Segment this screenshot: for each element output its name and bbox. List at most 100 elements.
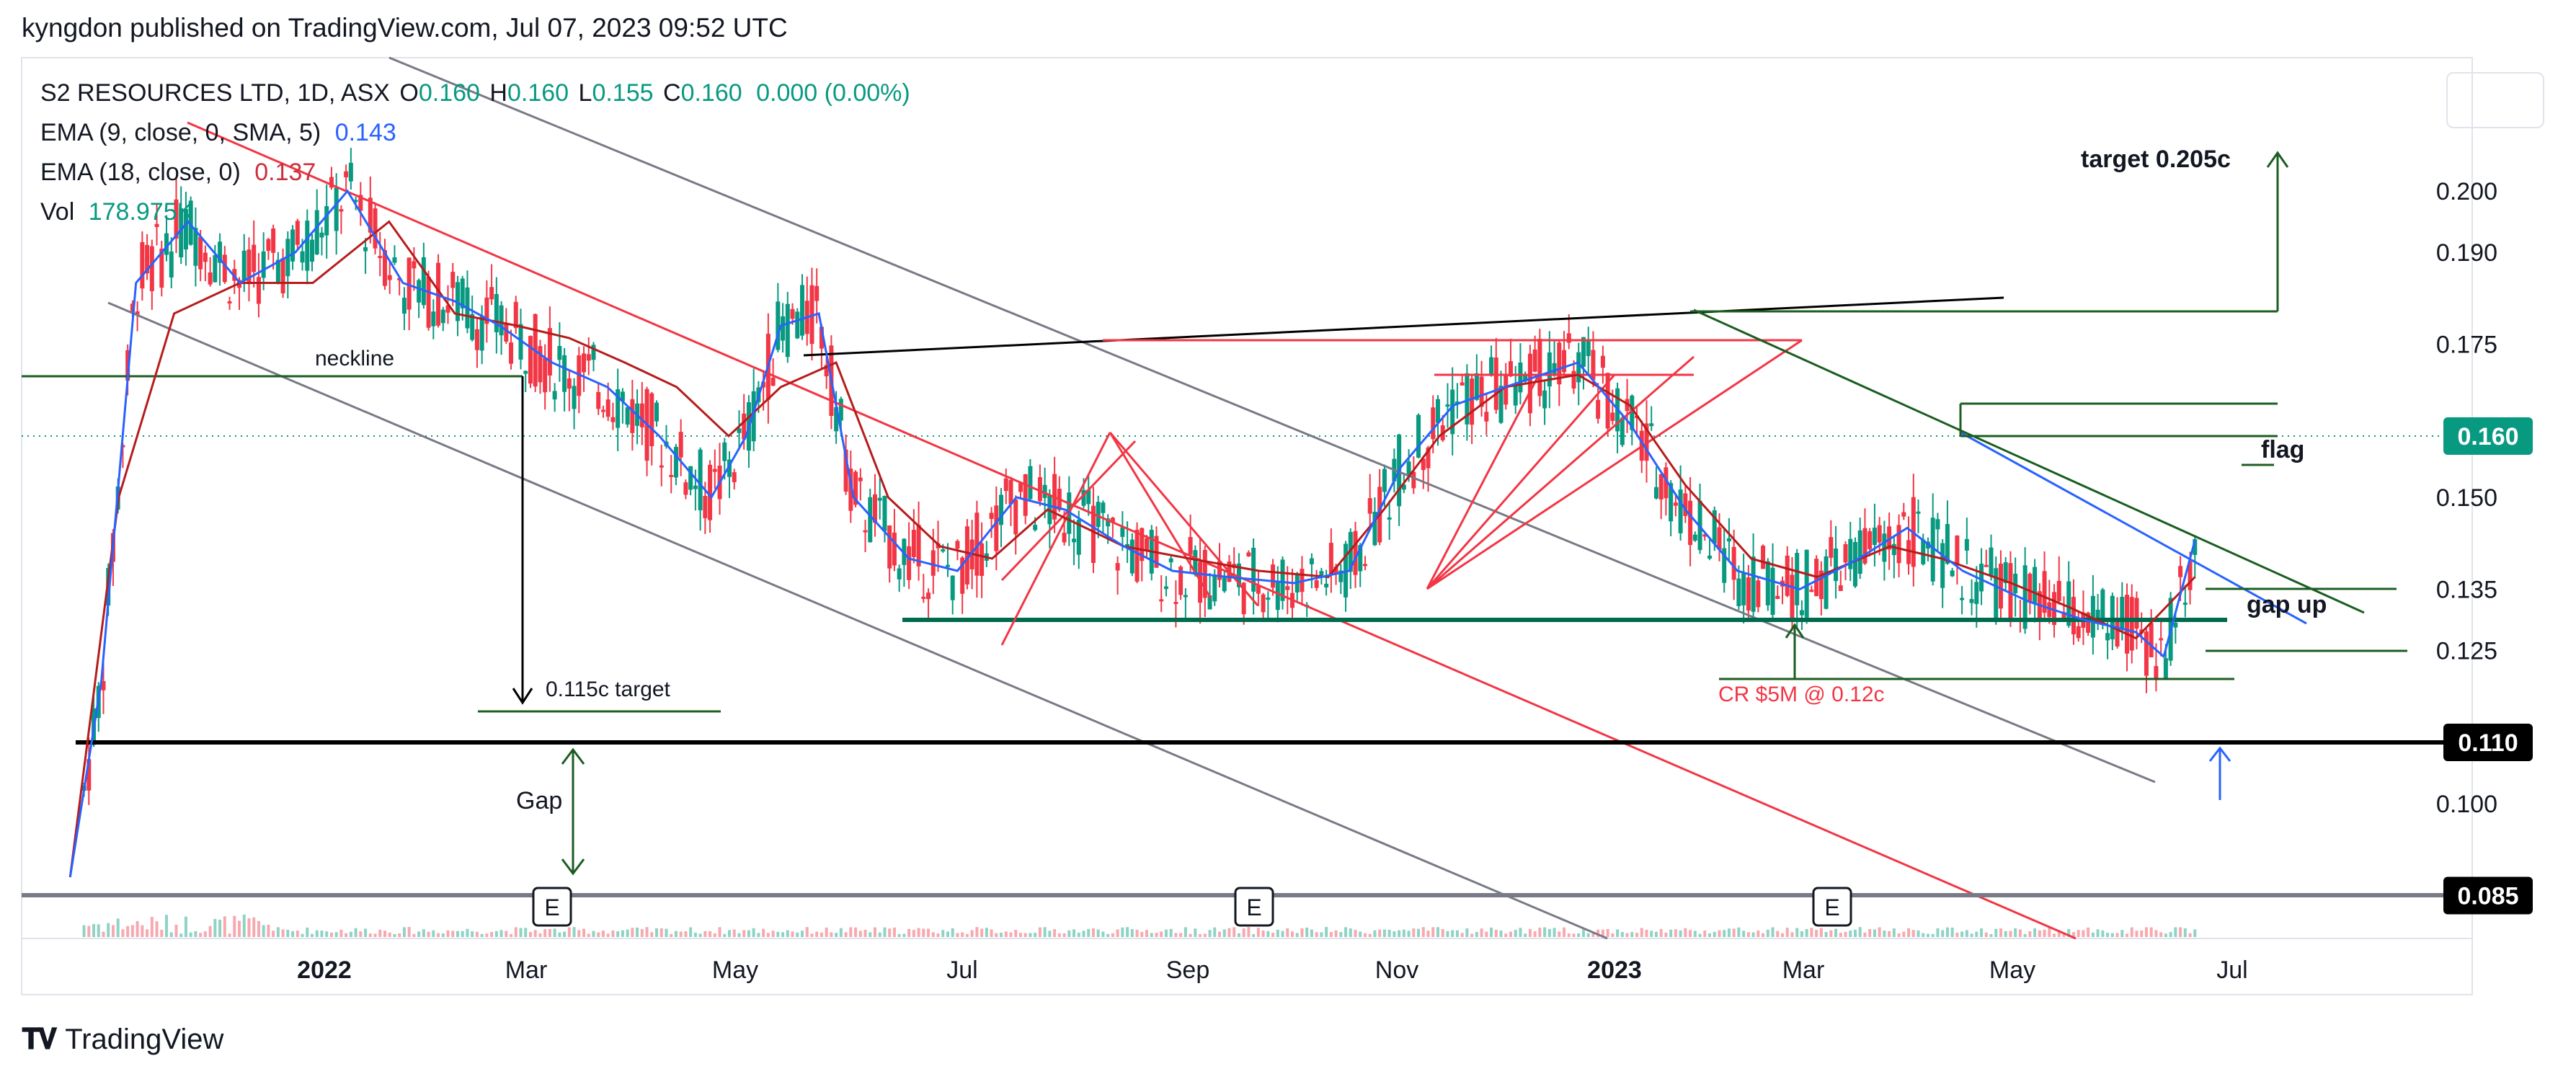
volume-bar (1402, 929, 1405, 937)
volume-bar (1897, 933, 1901, 937)
chart-settings-box[interactable] (2446, 72, 2544, 128)
candle-body (605, 399, 610, 417)
volume-bar (572, 927, 576, 937)
volume-bar (670, 933, 673, 937)
volume-bar (480, 933, 484, 937)
volume-bar (684, 931, 688, 937)
candle-body (1493, 358, 1498, 410)
candle-body (639, 403, 644, 427)
volume-bar (946, 931, 949, 937)
volume-bar (2071, 932, 2075, 937)
volume-bar (524, 928, 528, 937)
volume-bar (1363, 933, 1367, 937)
volume-bar (1504, 933, 1508, 937)
volume-bar (912, 930, 915, 937)
candle-body (1367, 498, 1372, 514)
volume-bar (936, 933, 940, 937)
volume-bar (776, 931, 780, 937)
volume-bar (126, 925, 130, 937)
volume-bar (1305, 927, 1309, 937)
volume-bar (1455, 930, 1459, 937)
volume-bar (1659, 928, 1663, 937)
candle-body (1484, 412, 1489, 422)
volume-bar (194, 931, 197, 937)
price-tick-label: 0.100 (2436, 791, 2497, 818)
volume-bar (1446, 931, 1449, 937)
candle-body (1401, 484, 1406, 490)
candle-body (1193, 550, 1198, 575)
candle-body (179, 208, 184, 258)
volume-bar (199, 933, 203, 937)
candle-body (1426, 447, 1431, 469)
earnings-marker-2[interactable]: E (1234, 887, 1274, 927)
candle-body (1610, 412, 1615, 421)
candle-body (130, 303, 135, 312)
volume-bar (1785, 928, 1789, 937)
candle-body (974, 512, 980, 576)
candle-body (1387, 517, 1392, 520)
candle-body (479, 316, 484, 351)
volume-bar (1528, 928, 1532, 937)
volume-bar (698, 933, 702, 937)
candle-body (169, 252, 174, 277)
candle-body (761, 381, 766, 388)
volume-bar (2057, 930, 2061, 937)
target-205-label: target 0.205c (2081, 146, 2231, 173)
candle-body (582, 353, 587, 373)
candle-body (547, 328, 552, 376)
candle-body (1848, 538, 1853, 569)
volume-bar (1218, 931, 1222, 937)
candle-body (732, 472, 737, 482)
candle-body (440, 309, 445, 324)
volume-bar (1174, 933, 1178, 937)
volume-bar (567, 927, 571, 937)
candle-body (1106, 518, 1111, 527)
candle-body (586, 354, 591, 361)
candle-body (945, 564, 950, 567)
candle-body (1722, 548, 1727, 583)
earnings-marker-1[interactable]: E (532, 887, 572, 927)
volume-bar (1199, 933, 1202, 937)
volume-bar (820, 932, 823, 937)
candle-body (1460, 382, 1465, 386)
volume-bar (1980, 928, 1984, 937)
candle-body (1037, 476, 1042, 502)
volume-bar (345, 933, 348, 937)
candle-body (2033, 567, 2038, 603)
tv-brand-text: TradingView (65, 1024, 224, 1055)
candle-body (300, 251, 305, 263)
candle-body (1086, 489, 1091, 505)
candle-body (1843, 544, 1848, 563)
candle-body (863, 530, 868, 533)
candle-body (484, 297, 489, 324)
volume-bar (412, 933, 416, 937)
volume-bar (2038, 930, 2041, 937)
candle-body (431, 311, 436, 327)
candle-body (489, 287, 494, 300)
candle-body (1857, 530, 1862, 574)
svg-text:E: E (1246, 894, 1261, 920)
tradingview-logo[interactable]: 𝐓𝐕 TradingView (22, 1024, 223, 1056)
candle-body (1076, 520, 1081, 555)
candle-body (1062, 533, 1067, 543)
volume-bar (2120, 930, 2124, 937)
legend-ema18-row: EMA (18, close, 0) 0.137 (40, 159, 316, 186)
volume-bar (130, 925, 134, 937)
candle-body (610, 417, 616, 422)
candle-body (523, 370, 528, 374)
volume-bar (1931, 933, 1935, 937)
earnings-marker-3[interactable]: E (1812, 887, 1852, 927)
volume-bar (272, 931, 275, 937)
volume-bar (577, 930, 581, 937)
time-tick-label: Jul (946, 956, 977, 984)
time-tick-label: May (1989, 956, 2035, 984)
neckline-drop-arrowhead (512, 688, 533, 705)
candle-body (1280, 559, 1285, 601)
candle-body (203, 252, 208, 262)
candle-body (1362, 564, 1367, 567)
neckline-label: neckline (315, 347, 394, 370)
legend-ema9-row: EMA (9, close, 0, SMA, 5) 0.143 (40, 119, 396, 146)
candle-body (1741, 573, 1746, 605)
cr-label: CR $5M @ 0.12c (1718, 683, 1885, 706)
